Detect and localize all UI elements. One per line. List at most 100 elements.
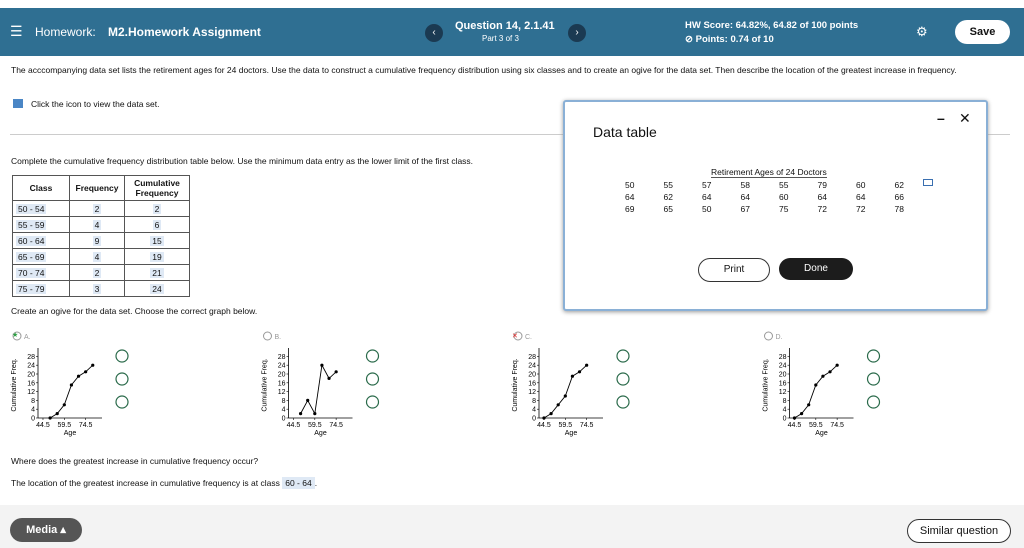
ogive-point [563,394,567,398]
x-tick-label: 59.5 [308,422,322,429]
ogive-point [84,370,88,374]
divider [10,134,1010,135]
y-tick-label: 0 [783,416,787,423]
y-tick-label: 24 [779,363,787,370]
data-value: 64 [856,192,866,202]
cell-value: 9 [92,235,102,246]
x-tick-label: 74.5 [580,422,594,429]
data-value: 66 [894,192,904,202]
y-tick-label: 28 [779,354,787,361]
zoom-in[interactable] [616,349,630,363]
ogive-point [327,376,331,380]
data-value: 62 [663,192,673,202]
data-value: 72 [817,204,827,214]
y-axis-label: Cumulative Freq. [262,358,269,411]
correct-star: ★ [12,331,18,339]
view-data[interactable]: Click the icon to view the data set. [31,99,160,109]
close[interactable]: ✕ [959,110,971,126]
cell-value: 60 - 64 [16,235,47,246]
data-value: 79 [817,180,827,190]
x-tick-label: 44.5 [287,422,301,429]
menu-label: Homework: [35,25,96,39]
zoom-out[interactable] [866,372,881,386]
table-cell: 60 - 64 [12,232,70,249]
table-cell: 24 [124,280,190,297]
x-tick-label: 44.5 [537,422,551,429]
ogive-point [306,398,310,402]
data-value: 69 [625,204,635,214]
zoom-in[interactable] [866,349,881,363]
ogive-point [792,416,797,420]
cell-value: 6 [152,219,162,230]
x-tick-label: 74.5 [79,422,93,429]
x-axis-label: Age [314,430,327,437]
next-button[interactable]: › [568,24,586,42]
y-tick-label: 0 [282,416,286,423]
minimize[interactable]: – [937,110,945,126]
ogive-point [69,383,74,387]
zoom-in[interactable] [115,349,129,363]
open-graph[interactable] [866,395,881,409]
settings-icon[interactable]: ⚙ [916,24,928,39]
data-value: 75 [779,204,789,214]
zoom-out[interactable] [616,372,630,386]
y-tick-label: 8 [282,398,286,405]
table-row: 50 - 54 2 2 [12,200,190,217]
zoom-in[interactable] [365,349,380,363]
answer: The location of the greatest increase in… [11,477,318,489]
cell-value: 55 - 59 [16,219,47,230]
y-tick-label: 20 [779,372,787,379]
data-icon[interactable] [13,99,23,108]
table-cell: 65 - 69 [12,248,70,265]
menu-icon[interactable]: ☰ [10,23,23,39]
media-button[interactable]: Media ▴ [10,518,82,542]
ogive-point [814,383,818,387]
cell-value: 70 - 74 [16,267,47,278]
done-button[interactable]: Done [779,258,853,280]
save-button[interactable]: Save [955,20,1010,44]
y-tick-label: 12 [27,389,35,396]
radio [764,331,773,341]
ogive-line [300,363,337,416]
points: ⊘ Points: 0.74 of 10 [685,34,774,45]
copy-icon[interactable] [923,179,933,186]
print-button[interactable]: Print [698,258,770,282]
data-value: 72 [856,204,866,214]
ogive-point [821,374,825,378]
ogive-point [91,363,95,367]
data-value: 62 [894,180,904,190]
option-letter: A. [24,334,31,341]
data-value: 60 [779,192,789,202]
cell-value: 2 [92,267,102,278]
cell-value: 15 [150,235,164,246]
x-tick-label: 44.5 [36,422,50,429]
cell-value: 24 [150,283,164,294]
y-tick-label: 4 [31,407,35,414]
open-graph[interactable] [115,395,129,409]
y-tick-label: 16 [779,380,787,387]
ogive-point [556,403,560,407]
open-graph[interactable] [616,395,630,409]
column-header: Class [12,175,70,201]
y-tick-label: 20 [278,372,286,379]
column-header: Frequency [69,175,125,201]
assignment: M2.Homework Assignment [108,25,261,39]
ogive-point [549,412,553,416]
y-tick-label: 4 [783,407,787,414]
prev-button[interactable]: ‹ [425,24,443,42]
y-axis-label: Cumulative Freq. [512,358,519,411]
y-tick-label: 24 [528,363,536,370]
ogive-prompt: Create an ogive for the data set. Choose… [11,306,258,316]
answer-suffix: . [314,478,318,488]
data-value: 64 [817,192,827,202]
ogive-point [55,412,59,416]
open-graph[interactable] [365,395,380,409]
x-tick-label: 59.5 [809,422,823,429]
zoom-out[interactable] [115,372,129,386]
radio [12,331,22,341]
y-tick-label: 20 [27,372,35,379]
y-tick-label: 28 [278,354,286,361]
similar-button[interactable]: Similar question [907,519,1011,543]
zoom-out[interactable] [365,372,380,386]
